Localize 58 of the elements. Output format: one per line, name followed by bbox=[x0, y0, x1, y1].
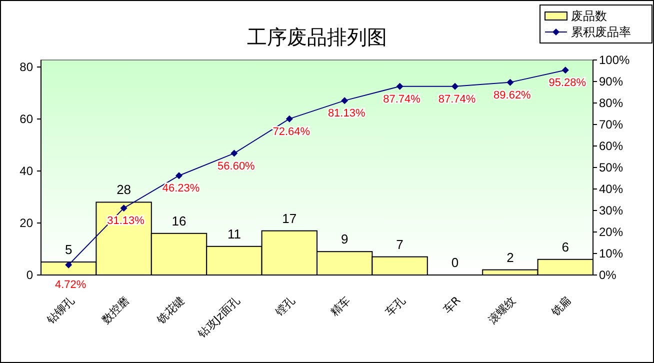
x-tick-label: 钻攻Jz面孔 bbox=[194, 294, 242, 342]
legend-label: 废品数 bbox=[571, 9, 607, 24]
x-tick-label: 滚螺纹 bbox=[486, 294, 518, 326]
x-tick-label: 铣扁 bbox=[548, 294, 574, 320]
data-label: 87.74% bbox=[383, 93, 421, 106]
data-label: 5 bbox=[64, 242, 72, 257]
y2-tick-label: 70% bbox=[599, 118, 624, 132]
point bbox=[452, 82, 458, 90]
point bbox=[120, 204, 128, 212]
y-tick-label: 80 bbox=[20, 60, 34, 74]
x-tick-label: 钻铆孔 bbox=[43, 294, 77, 328]
data-label: 11 bbox=[227, 226, 241, 242]
data-label: 7 bbox=[396, 236, 404, 252]
point bbox=[396, 82, 404, 90]
data-label: 56.60% bbox=[218, 160, 256, 172]
data-label: 2 bbox=[506, 250, 514, 265]
data-label: 28 bbox=[116, 182, 132, 198]
data-label: 4.72% bbox=[55, 279, 86, 291]
chart-title: 工序废品排列图 bbox=[247, 25, 387, 49]
point bbox=[341, 97, 348, 104]
y2-tick-label: 90% bbox=[599, 74, 624, 89]
point bbox=[230, 150, 238, 157]
data-label: 17 bbox=[282, 210, 297, 226]
point bbox=[286, 115, 293, 122]
legend-label: 累积废品率 bbox=[571, 25, 631, 40]
x-tick-label: 车孔 bbox=[383, 294, 408, 319]
data-label: 6 bbox=[562, 239, 570, 254]
point bbox=[65, 261, 72, 268]
data-label: 95.28% bbox=[548, 77, 586, 90]
y-tick-label: 60 bbox=[20, 112, 34, 126]
y2-tick-label: 50% bbox=[599, 160, 624, 175]
y2-tick-label: 30% bbox=[599, 204, 624, 218]
x-tick-label: 数控磨 bbox=[99, 294, 132, 326]
data-label: 0 bbox=[451, 255, 459, 270]
x-tick-label: 镗孔 bbox=[272, 294, 298, 320]
data-label: 89.62% bbox=[494, 89, 532, 102]
y2-tick-label: 20% bbox=[599, 225, 624, 240]
y2-tick-label: 40% bbox=[599, 182, 624, 196]
y2-tick-label: 10% bbox=[599, 246, 624, 261]
data-label: 87.74% bbox=[438, 93, 476, 106]
data-label: 72.64% bbox=[272, 126, 310, 138]
data-label: 81.13% bbox=[328, 108, 366, 120]
y-tick-label: 40 bbox=[20, 164, 34, 178]
x-tick-label: 精车 bbox=[328, 294, 353, 319]
y-tick-label: 0 bbox=[26, 268, 34, 282]
x-tick-label: 车R bbox=[440, 294, 464, 316]
y2-tick-label: 100% bbox=[599, 53, 630, 68]
x-tick-label: 铣花键 bbox=[154, 294, 188, 328]
y2-tick-label: 60% bbox=[599, 139, 624, 154]
y2-tick-label: 80% bbox=[599, 96, 624, 110]
point bbox=[176, 172, 182, 180]
point bbox=[506, 78, 514, 86]
y-tick-label: 20 bbox=[20, 216, 34, 230]
data-label: 16 bbox=[172, 213, 186, 228]
point bbox=[562, 66, 569, 74]
data-label: 46.23% bbox=[162, 182, 200, 195]
data-label: 9 bbox=[340, 232, 348, 247]
y2-tick-label: 0% bbox=[599, 268, 617, 282]
